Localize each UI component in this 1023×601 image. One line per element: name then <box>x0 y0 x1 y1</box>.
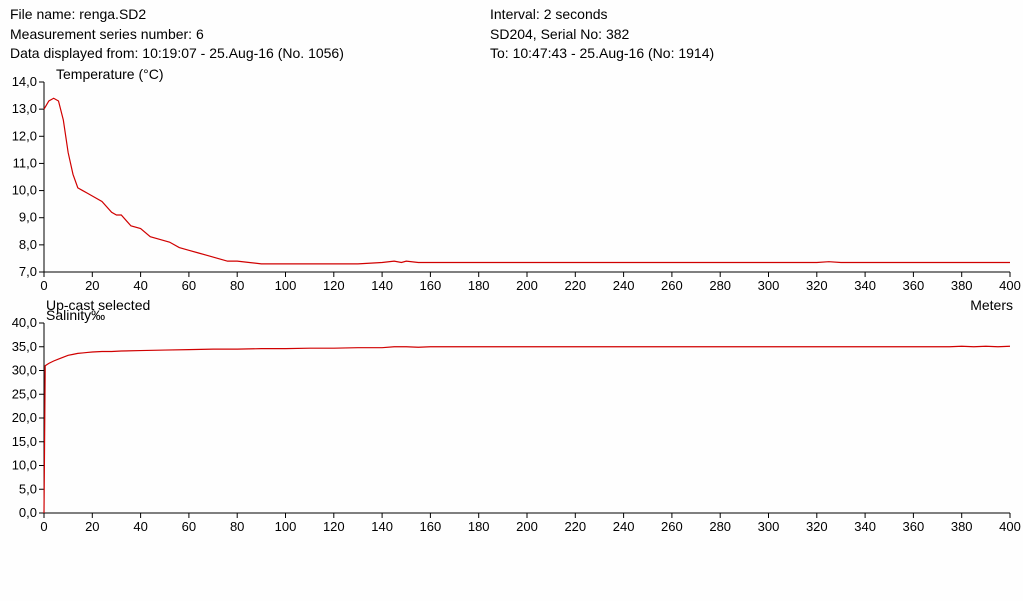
svg-text:20: 20 <box>85 278 99 293</box>
svg-text:140: 140 <box>371 278 393 293</box>
from-label: Data displayed from: <box>10 45 138 61</box>
svg-text:180: 180 <box>468 519 490 534</box>
svg-text:35,0: 35,0 <box>12 339 37 354</box>
mid-labels-row: Up-cast selected Meters <box>0 297 1023 313</box>
salinity-svg: 0,0 5,0 10,0 15,0 20,0 25,0 30,0 35,0 40,0 0 20 40 6… <box>0 313 1023 538</box>
svg-text:120: 120 <box>323 278 345 293</box>
svg-text:280: 280 <box>709 278 731 293</box>
svg-text:260: 260 <box>661 278 683 293</box>
series-value: 6 <box>196 26 204 42</box>
svg-text:60: 60 <box>182 519 196 534</box>
svg-text:11,0: 11,0 <box>13 155 37 170</box>
temperature-svg: 7,0 8,0 9,0 10,0 11,0 12,0 13,0 14,0 0 20 40 60 80 10… <box>0 72 1023 297</box>
svg-text:380: 380 <box>951 519 973 534</box>
svg-text:380: 380 <box>951 278 973 293</box>
svg-text:200: 200 <box>516 278 538 293</box>
svg-text:320: 320 <box>806 278 828 293</box>
svg-text:200: 200 <box>516 519 538 534</box>
temperature-chart: Temperature (°C) 7,08,09,010,011,012,013… <box>0 72 1023 297</box>
svg-text:220: 220 <box>564 278 586 293</box>
svg-text:8,0: 8,0 <box>19 237 37 252</box>
svg-text:400: 400 <box>999 519 1021 534</box>
svg-text:340: 340 <box>854 519 876 534</box>
from-value: 10:19:07 - 25.Aug-16 (No. 1056) <box>142 45 344 61</box>
svg-text:25,0: 25,0 <box>12 386 37 401</box>
svg-text:10,0: 10,0 <box>12 457 37 472</box>
svg-text:140: 140 <box>371 519 393 534</box>
svg-text:40: 40 <box>133 278 147 293</box>
svg-text:7,0: 7,0 <box>19 264 37 279</box>
svg-text:13,0: 13,0 <box>12 101 37 116</box>
svg-text:0: 0 <box>40 519 47 534</box>
to-value: 10:47:43 - 25.Aug-16 (No: 1914) <box>513 45 715 61</box>
svg-text:80: 80 <box>230 519 244 534</box>
svg-text:360: 360 <box>903 519 925 534</box>
meters-label: Meters <box>970 297 1013 313</box>
svg-text:10,0: 10,0 <box>12 182 37 197</box>
chart2-title: Salinity‰ <box>46 307 105 323</box>
to-label: To: <box>490 45 509 61</box>
svg-text:260: 260 <box>661 519 683 534</box>
metadata-header: File name: renga.SD2 Interval: 2 seconds… <box>0 5 1023 72</box>
svg-text:15,0: 15,0 <box>12 434 37 449</box>
svg-text:100: 100 <box>275 519 297 534</box>
svg-text:100: 100 <box>275 278 297 293</box>
svg-text:320: 320 <box>806 519 828 534</box>
svg-text:160: 160 <box>420 278 442 293</box>
svg-text:340: 340 <box>854 278 876 293</box>
filename-value: renga.SD2 <box>79 6 146 22</box>
svg-text:120: 120 <box>323 519 345 534</box>
svg-text:30,0: 30,0 <box>12 362 37 377</box>
device-label: SD204, Serial No: <box>490 26 602 42</box>
svg-text:360: 360 <box>903 278 925 293</box>
svg-text:160: 160 <box>420 519 442 534</box>
svg-text:12,0: 12,0 <box>12 128 37 143</box>
svg-text:300: 300 <box>758 278 780 293</box>
svg-text:240: 240 <box>613 278 635 293</box>
svg-text:20,0: 20,0 <box>12 410 37 425</box>
svg-text:0,0: 0,0 <box>19 505 37 520</box>
svg-text:240: 240 <box>613 519 635 534</box>
interval-value: 2 seconds <box>544 6 608 22</box>
svg-text:9,0: 9,0 <box>19 209 37 224</box>
svg-text:40,0: 40,0 <box>12 315 37 330</box>
device-value: 382 <box>606 26 629 42</box>
svg-text:300: 300 <box>758 519 780 534</box>
chart1-title: Temperature (°C) <box>56 66 164 82</box>
interval-label: Interval: <box>490 6 540 22</box>
series-label: Measurement series number: <box>10 26 192 42</box>
filename-label: File name: <box>10 6 75 22</box>
svg-text:80: 80 <box>230 278 244 293</box>
svg-text:400: 400 <box>999 278 1021 293</box>
svg-text:14,0: 14,0 <box>12 74 37 89</box>
svg-text:0: 0 <box>40 278 47 293</box>
svg-text:60: 60 <box>182 278 196 293</box>
svg-text:180: 180 <box>468 278 490 293</box>
svg-text:20: 20 <box>85 519 99 534</box>
salinity-chart: Salinity‰ 0,05,010,015,020,025,030,035,0… <box>0 313 1023 538</box>
svg-text:220: 220 <box>564 519 586 534</box>
svg-text:280: 280 <box>709 519 731 534</box>
svg-text:5,0: 5,0 <box>19 481 37 496</box>
svg-text:40: 40 <box>133 519 147 534</box>
